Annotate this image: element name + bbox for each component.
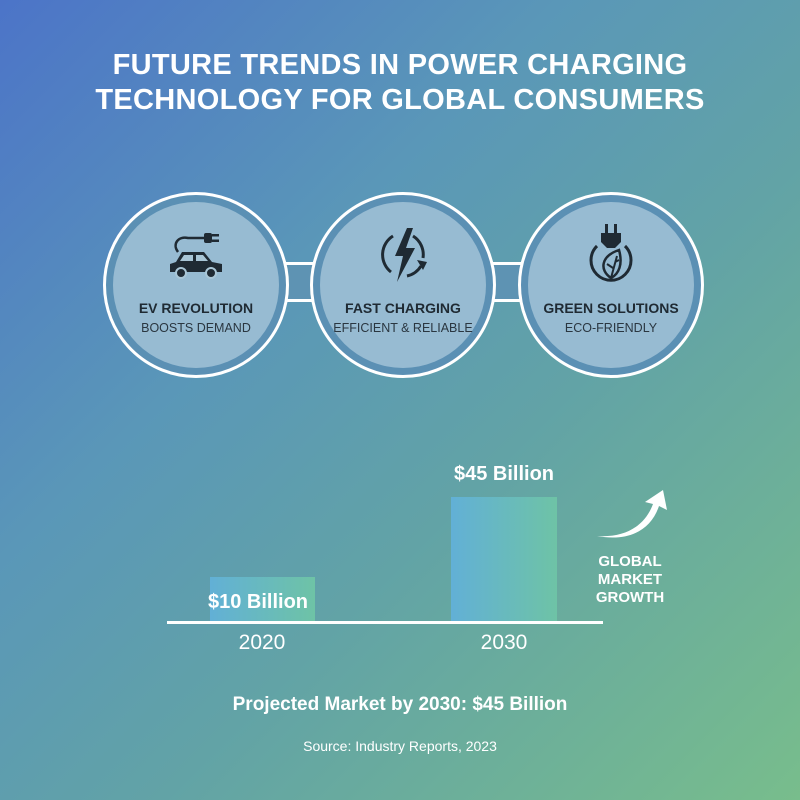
- page-title: FUTURE TRENDS IN POWER CHARGING TECHNOLO…: [0, 48, 800, 118]
- bar-2020: [210, 577, 315, 621]
- source-text: Source: Industry Reports, 2023: [303, 738, 497, 754]
- trend-subtitle: BOOSTS DEMAND: [141, 321, 251, 335]
- growth-line: GLOBAL: [598, 553, 662, 570]
- x-tick-2020: 2020: [238, 631, 286, 654]
- growth-label: GLOBAL MARKET GROWTH: [590, 553, 670, 607]
- trend-fast-charging: FAST CHARGING EFFICIENT & RELIABLE: [310, 192, 496, 378]
- projection-text: Projected Market by 2030: $45 Billion: [232, 694, 568, 715]
- lightning-cycle-icon: [381, 228, 427, 282]
- growth-line: GROWTH: [595, 589, 665, 606]
- data-label-2030: $45 Billion: [453, 463, 555, 485]
- title-line-1: FUTURE TRENDS IN POWER CHARGING: [112, 49, 688, 81]
- electric-car-plug-icon: [170, 233, 222, 279]
- x-tick-2030: 2030: [480, 631, 528, 654]
- x-axis-line: [167, 621, 603, 624]
- trend-subtitle: EFFICIENT & RELIABLE: [333, 321, 473, 335]
- trend-green-solutions: GREEN SOLUTIONS ECO-FRIENDLY: [518, 192, 704, 378]
- trend-ev-revolution: EV REVOLUTION BOOSTS DEMAND: [103, 192, 289, 378]
- trend-subtitle: ECO-FRIENDLY: [564, 321, 658, 335]
- trend-heading: FAST CHARGING: [345, 300, 461, 316]
- data-label-2020: $10 Billion: [207, 591, 309, 613]
- plug-leaf-icon: [589, 224, 633, 282]
- growth-line: MARKET: [597, 571, 663, 588]
- trend-heading: GREEN SOLUTIONS: [543, 300, 679, 316]
- title-line-2: TECHNOLOGY FOR GLOBAL CONSUMERS: [95, 84, 705, 116]
- trend-heading: EV REVOLUTION: [138, 300, 254, 316]
- bar-2030: [451, 497, 557, 621]
- curved-up-arrow-icon: [597, 490, 667, 538]
